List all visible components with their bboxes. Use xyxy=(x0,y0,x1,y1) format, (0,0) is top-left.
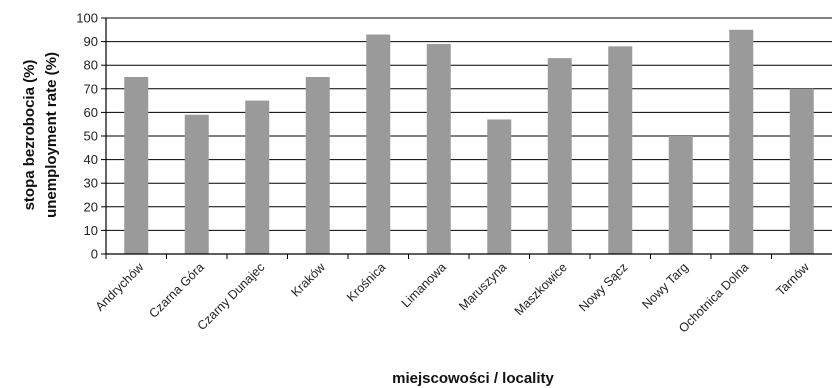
x-tick-label: Krośnica xyxy=(344,260,388,304)
x-tick-label: Kraków xyxy=(288,260,328,300)
x-tick-label: Czarna Góra xyxy=(146,260,207,321)
bar xyxy=(124,77,149,254)
bar xyxy=(245,100,270,254)
y-tick-label: 50 xyxy=(84,129,98,144)
bar xyxy=(668,136,693,254)
y-axis-label-line2: unemployment rate (%) xyxy=(43,52,60,218)
y-tick-label: 100 xyxy=(76,11,98,26)
x-tick-label: Nowy Targ xyxy=(639,260,691,312)
x-axis-label: miejscowości / locality xyxy=(392,370,554,387)
x-tick-label: Maruszyna xyxy=(456,260,509,313)
bar xyxy=(426,43,451,255)
bar xyxy=(487,119,512,254)
x-tick-label: Maszkowice xyxy=(512,260,570,318)
bar xyxy=(789,88,814,254)
bar xyxy=(547,58,572,255)
y-tick-label: 10 xyxy=(84,223,98,238)
x-tick-label: Limanowa xyxy=(399,260,449,310)
y-tick-label: 80 xyxy=(84,58,98,73)
y-tick-label: 20 xyxy=(84,199,98,214)
x-tick-label: Nowy Sącz xyxy=(576,260,630,314)
x-tick-label: Tarnów xyxy=(773,260,812,299)
y-tick-label: 70 xyxy=(84,81,98,96)
y-tick-label: 30 xyxy=(84,176,98,191)
bar xyxy=(366,34,391,254)
y-tick-label: 40 xyxy=(84,152,98,167)
y-tick-label: 90 xyxy=(84,34,98,49)
bars xyxy=(124,29,814,255)
y-axis-label-line1: stopa bezrobocia (%) xyxy=(21,60,38,211)
y-tick-label: 60 xyxy=(84,105,98,120)
bar xyxy=(608,46,633,254)
x-tick-label: Andrychów xyxy=(93,260,147,314)
y-tick-labels: 0 10 20 30 40 50 60 70 80 90 100 xyxy=(76,11,98,262)
bar xyxy=(729,29,754,254)
bar xyxy=(305,77,330,254)
y-tick-label: 0 xyxy=(91,247,98,262)
gridlines xyxy=(101,17,832,259)
bar xyxy=(184,114,209,254)
